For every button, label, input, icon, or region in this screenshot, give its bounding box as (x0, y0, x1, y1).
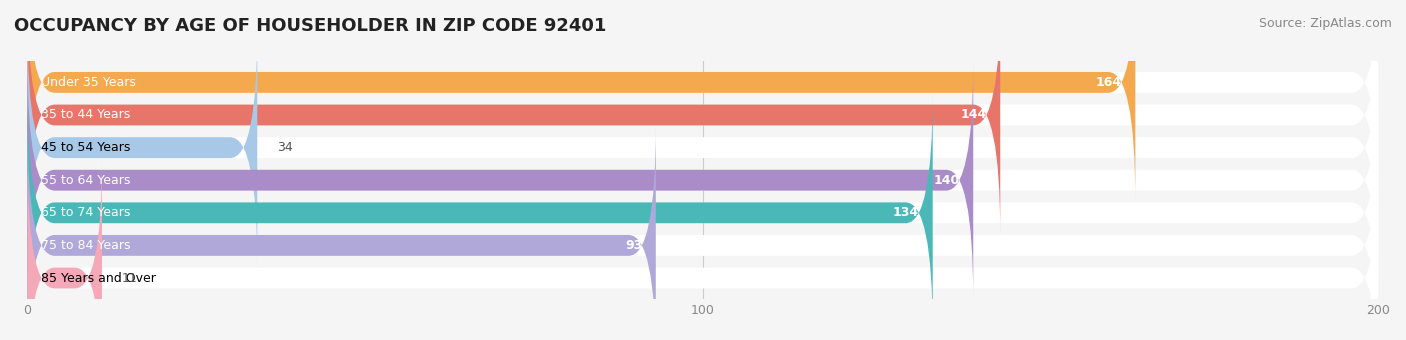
FancyBboxPatch shape (28, 93, 1378, 333)
FancyBboxPatch shape (28, 125, 655, 340)
Text: 134: 134 (893, 206, 920, 219)
Text: 75 to 84 Years: 75 to 84 Years (41, 239, 131, 252)
Text: 45 to 54 Years: 45 to 54 Years (41, 141, 131, 154)
FancyBboxPatch shape (28, 28, 257, 268)
FancyBboxPatch shape (28, 93, 932, 333)
FancyBboxPatch shape (28, 0, 1135, 202)
FancyBboxPatch shape (28, 125, 1378, 340)
Text: Source: ZipAtlas.com: Source: ZipAtlas.com (1258, 17, 1392, 30)
Text: 140: 140 (934, 174, 960, 187)
FancyBboxPatch shape (28, 0, 1378, 235)
Text: 34: 34 (277, 141, 294, 154)
Text: 85 Years and Over: 85 Years and Over (41, 272, 156, 285)
FancyBboxPatch shape (28, 158, 101, 340)
Text: 144: 144 (960, 108, 987, 121)
Text: 65 to 74 Years: 65 to 74 Years (41, 206, 131, 219)
FancyBboxPatch shape (28, 0, 1000, 235)
Text: OCCUPANCY BY AGE OF HOUSEHOLDER IN ZIP CODE 92401: OCCUPANCY BY AGE OF HOUSEHOLDER IN ZIP C… (14, 17, 606, 35)
Text: 164: 164 (1095, 76, 1122, 89)
FancyBboxPatch shape (28, 60, 973, 300)
FancyBboxPatch shape (28, 158, 1378, 340)
Text: 93: 93 (624, 239, 643, 252)
Text: Under 35 Years: Under 35 Years (41, 76, 136, 89)
FancyBboxPatch shape (28, 28, 1378, 268)
Text: 11: 11 (122, 272, 138, 285)
FancyBboxPatch shape (28, 0, 1378, 202)
Text: 35 to 44 Years: 35 to 44 Years (41, 108, 131, 121)
FancyBboxPatch shape (28, 60, 1378, 300)
Text: 55 to 64 Years: 55 to 64 Years (41, 174, 131, 187)
